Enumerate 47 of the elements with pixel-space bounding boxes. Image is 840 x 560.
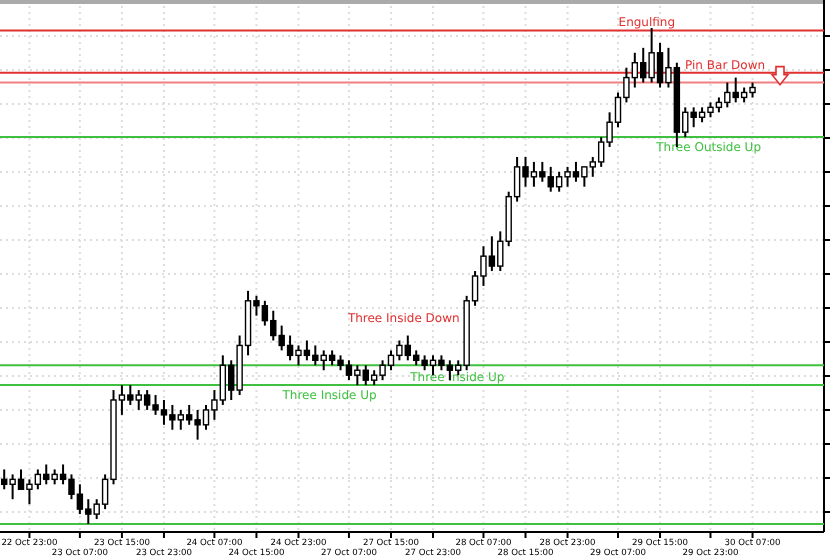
candlestick	[404, 334, 412, 362]
candlestick	[312, 344, 319, 367]
candlestick	[379, 359, 386, 382]
candlestick	[26, 478, 33, 506]
candlestick	[555, 170, 563, 193]
candlestick	[152, 394, 159, 416]
candlestick	[169, 403, 176, 431]
candlestick	[724, 81, 731, 109]
candlestick	[160, 399, 168, 426]
candlestick	[219, 354, 227, 406]
candlestick	[362, 364, 369, 387]
candlestick	[270, 309, 277, 342]
candlestick	[135, 389, 142, 411]
candlestick	[564, 165, 571, 188]
candlestick	[295, 344, 302, 367]
candlestick	[354, 364, 361, 387]
candlestick	[76, 483, 84, 516]
candlestick	[278, 324, 285, 352]
candlestick	[648, 27, 655, 84]
candlestick	[286, 334, 294, 362]
candlestick	[320, 349, 327, 372]
candlestick	[194, 408, 201, 441]
candlestick	[185, 403, 193, 426]
candlestick	[34, 468, 42, 491]
candlestick	[547, 165, 554, 193]
candlestick	[539, 160, 546, 183]
candlestick	[345, 359, 353, 382]
candlestick	[9, 473, 16, 501]
candlestick	[303, 339, 311, 362]
candlestick	[17, 468, 25, 491]
candlestick	[387, 349, 395, 372]
candlestick	[177, 408, 184, 431]
candlestick	[127, 384, 134, 406]
candlestick	[690, 106, 697, 129]
candlestick	[202, 403, 210, 431]
candlestick	[656, 41, 664, 89]
candlestick	[85, 498, 92, 525]
candlestick	[143, 389, 151, 411]
candlestick	[43, 463, 50, 486]
candlestick	[488, 235, 496, 273]
candlestick	[732, 76, 739, 104]
candlestick	[396, 339, 403, 362]
candlestick	[572, 160, 580, 183]
candlestick	[0, 468, 8, 491]
candlestick	[581, 165, 588, 188]
candlestick	[530, 160, 538, 188]
candlestick	[640, 46, 647, 84]
